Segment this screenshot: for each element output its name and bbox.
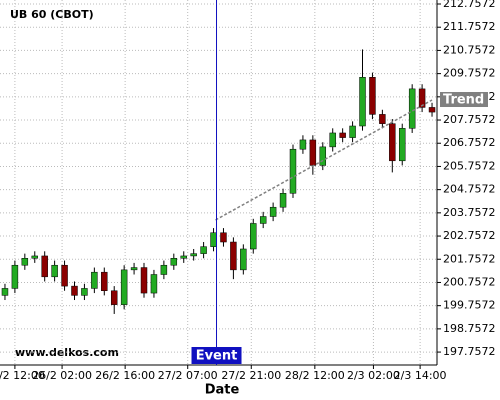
trend-label-box <box>440 92 488 108</box>
y-tick-label: 197.7572 <box>443 345 496 358</box>
candle-body <box>418 88 426 108</box>
y-tick-label: 201.7572 <box>443 252 496 265</box>
y-tick-label: 203.7572 <box>443 206 496 219</box>
y-tick-label: 198.7572 <box>443 322 496 335</box>
candle-body <box>269 206 277 217</box>
candle-body <box>91 271 98 289</box>
candle-body <box>399 128 406 162</box>
event-label: Event <box>196 349 238 364</box>
candle-body <box>110 290 118 305</box>
candle-body <box>299 139 307 150</box>
candle-body <box>428 107 436 113</box>
trend-line <box>215 99 433 221</box>
y-tick-label: 210.7572 <box>443 43 496 56</box>
candle-body <box>11 264 19 289</box>
candle-body <box>408 88 416 129</box>
y-tick-label: 211.7572 <box>443 20 496 33</box>
x-tick-label: 28/2 12:00 <box>285 369 345 382</box>
candle-body <box>120 269 128 305</box>
x-tick-label: 25/2 12:00 <box>0 369 45 382</box>
candle-body <box>250 223 257 250</box>
candle-body <box>190 253 197 257</box>
candle-body <box>200 246 207 254</box>
candle-body <box>329 132 336 148</box>
candle-body <box>339 132 346 138</box>
candle-body <box>180 255 187 259</box>
candle-body <box>51 264 58 278</box>
candle-body <box>150 274 158 294</box>
x-tick-label: 26/2 02:00 <box>32 369 92 382</box>
x-tick-label: 27/2 21:00 <box>221 369 281 382</box>
candle-body <box>101 271 108 291</box>
candle-body <box>160 264 168 275</box>
candle-body <box>130 267 138 271</box>
x-tick-label: 2/3 14:00 <box>394 369 447 382</box>
candle-body <box>289 148 297 194</box>
y-tick-label: 205.7572 <box>443 159 496 172</box>
candle-body <box>41 255 48 278</box>
candle-body <box>220 232 227 243</box>
candle-body <box>309 139 317 166</box>
candle-body <box>170 258 178 266</box>
candle-body <box>389 123 396 162</box>
y-tick-label: 204.7572 <box>443 183 496 196</box>
candle-body <box>240 248 247 271</box>
candle-body <box>140 267 148 294</box>
candle-body <box>279 193 287 208</box>
x-axis-title: Date <box>205 383 240 398</box>
candle-body <box>349 125 356 138</box>
x-tick-label: 26/2 16:00 <box>95 369 155 382</box>
event-label-box <box>191 347 242 364</box>
y-tick-label: 207.7572 <box>443 113 496 126</box>
candle-body <box>81 288 88 296</box>
y-tick-label: 212.7572 <box>443 0 496 10</box>
y-tick-label: 202.7572 <box>443 229 496 242</box>
candle-body <box>230 241 237 271</box>
x-tick-label: 27/2 07:00 <box>158 369 218 382</box>
candle-body <box>31 255 38 259</box>
chart-title: UB 60 (CBOT) <box>10 8 94 21</box>
x-tick-label: 2/3 02:00 <box>347 369 400 382</box>
candle-body <box>319 146 327 166</box>
trend-label: Trend <box>443 93 484 108</box>
candle-body <box>369 77 376 115</box>
candle-body <box>21 258 29 266</box>
y-tick-label: 206.7572 <box>443 136 496 149</box>
candle-body <box>71 285 78 296</box>
candle-body <box>1 288 9 296</box>
y-tick-label: 209.7572 <box>443 67 496 80</box>
y-tick-label: 199.7572 <box>443 299 496 312</box>
y-tick-label: 200.7572 <box>443 275 496 288</box>
candle-body <box>379 114 386 124</box>
candle-body <box>61 264 68 287</box>
candle-body <box>359 77 366 127</box>
candle-body <box>210 232 217 247</box>
candle-body <box>259 216 267 224</box>
